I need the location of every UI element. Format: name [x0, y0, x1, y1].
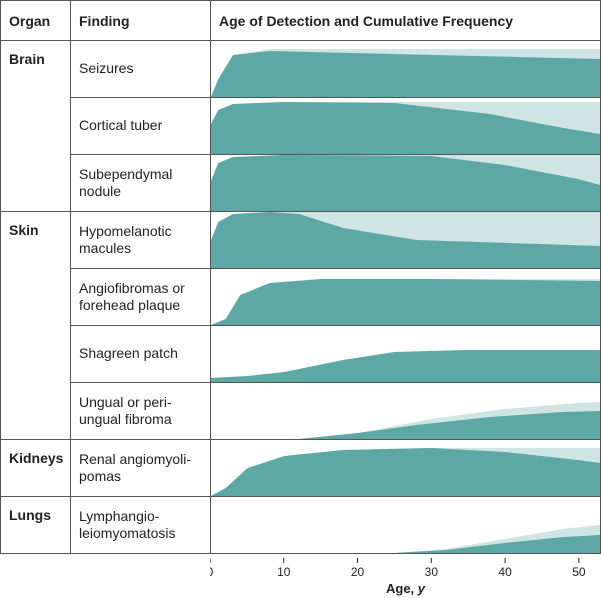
axis-tick-label: 0 [210, 565, 214, 579]
finding-cell: Angiofibromas or forehead plaque [71, 269, 211, 326]
dark-area [211, 350, 600, 382]
chart-cell [211, 269, 601, 326]
axis-table: 0 10 20 30 40 50 Age, y [0, 554, 601, 598]
area-chart [211, 497, 600, 553]
header-row: Organ Finding Age of Detection and Cumul… [1, 1, 601, 41]
organ-cell: Lungs [1, 497, 71, 554]
figure-container: Organ Finding Age of Detection and Cumul… [0, 0, 601, 598]
organ-cell: Kidneys [1, 440, 71, 497]
finding-cell: Shagreen patch [71, 326, 211, 383]
area-chart [211, 383, 600, 439]
table-row: BrainSeizures [1, 41, 601, 98]
axis-tick-label: 40 [498, 565, 512, 579]
axis-tick-label: 20 [351, 565, 365, 579]
organ-cell: Brain [1, 41, 71, 212]
finding-cell: Subependymal nodule [71, 155, 211, 212]
axis-tick-label: 50 [572, 565, 586, 579]
dark-area [211, 279, 600, 325]
table-row: Ungual or peri-ungual fibroma [1, 383, 601, 440]
finding-cell: Cortical tuber [71, 98, 211, 155]
chart-cell [211, 383, 601, 440]
table-row: KidneysRenal angiomyoli-pomas [1, 440, 601, 497]
header-chart: Age of Detection and Cumulative Frequenc… [211, 1, 601, 41]
table-row: Cortical tuber [1, 98, 601, 155]
area-chart [211, 440, 600, 496]
table-row: Shagreen patch [1, 326, 601, 383]
table-row: Angiofibromas or forehead plaque [1, 269, 601, 326]
area-chart [211, 326, 600, 382]
area-chart [211, 98, 600, 154]
table-row: Subependymal nodule [1, 155, 601, 212]
organ-cell: Skin [1, 212, 71, 440]
header-finding: Finding [71, 1, 211, 41]
chart-cell [211, 41, 601, 98]
area-chart [211, 155, 600, 211]
chart-cell [211, 155, 601, 212]
table-row: LungsLymphangio-leiomyomatosis [1, 497, 601, 554]
x-axis: 0 10 20 30 40 50 Age, y [210, 558, 601, 598]
chart-cell [211, 326, 601, 383]
finding-cell: Lymphangio-leiomyomatosis [71, 497, 211, 554]
axis-tick-label: 30 [425, 565, 439, 579]
chart-cell [211, 497, 601, 554]
finding-cell: Renal angiomyoli-pomas [71, 440, 211, 497]
chart-cell [211, 440, 601, 497]
dark-area [211, 51, 600, 97]
findings-table: Organ Finding Age of Detection and Cumul… [0, 0, 601, 554]
finding-cell: Ungual or peri-ungual fibroma [71, 383, 211, 440]
chart-cell [211, 98, 601, 155]
axis-tick-label: 10 [277, 565, 291, 579]
chart-cell [211, 212, 601, 269]
area-chart [211, 212, 600, 268]
header-organ: Organ [1, 1, 71, 41]
finding-cell: Hypomelanotic macules [71, 212, 211, 269]
area-chart [211, 41, 600, 97]
area-chart [211, 269, 600, 325]
finding-cell: Seizures [71, 41, 211, 98]
table-row: SkinHypomelanotic macules [1, 212, 601, 269]
axis-label: Age, y [386, 581, 426, 596]
